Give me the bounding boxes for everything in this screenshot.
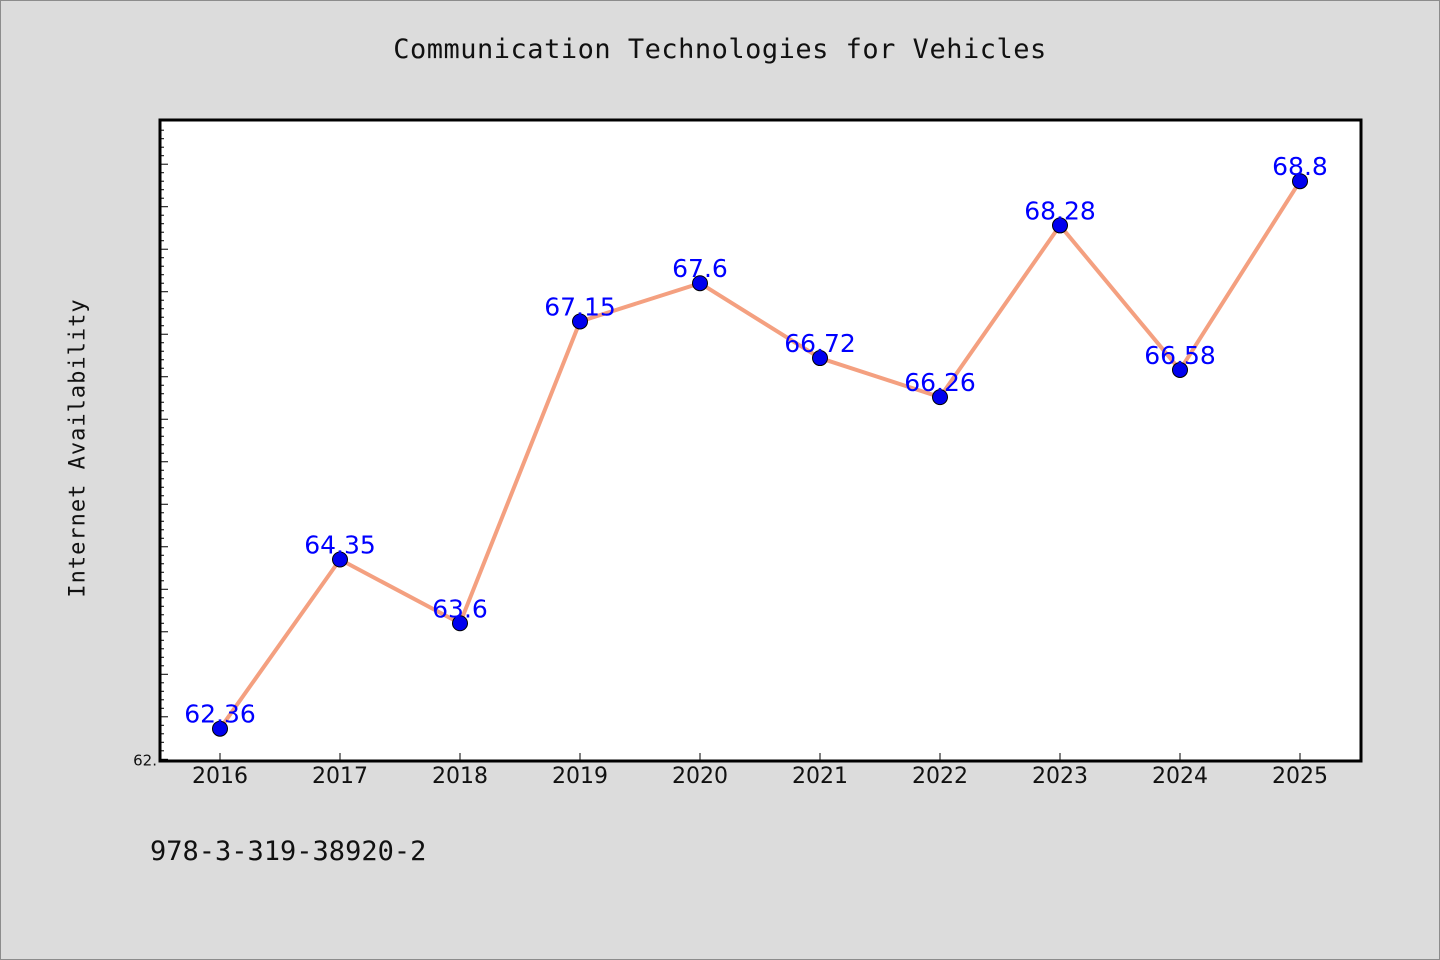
x-tick-label: 2023 xyxy=(1032,764,1088,789)
data-label: 68.8 xyxy=(1272,152,1328,181)
plot-area xyxy=(158,118,1363,763)
data-point xyxy=(212,720,228,737)
y-tick-label: 62. xyxy=(133,751,157,769)
chart-title: Communication Technologies for Vehicles xyxy=(393,34,1047,65)
data-label: 67.6 xyxy=(672,254,728,283)
data-point xyxy=(332,551,348,568)
data-label: 63.6 xyxy=(432,594,488,623)
data-label: 67.15 xyxy=(544,292,616,321)
data-point xyxy=(692,275,708,292)
footnote-isbn: 978-3-319-38920-2 xyxy=(150,836,427,867)
data-point xyxy=(932,389,948,406)
x-tick-label: 2025 xyxy=(1272,764,1328,789)
series-lines xyxy=(218,179,1302,731)
data-label: 66.72 xyxy=(784,329,856,358)
data-point xyxy=(1052,217,1068,234)
series-line xyxy=(218,179,1302,731)
y-axis-ticks: 62. xyxy=(133,129,168,769)
data-labels: 62.36 64.35 63.6 67.15 67.6 66.72 66.26 68.28 66… xyxy=(184,152,1328,728)
x-tick-label: 2016 xyxy=(192,764,248,789)
data-markers xyxy=(212,173,1308,737)
x-tick-label: 2024 xyxy=(1152,764,1208,789)
data-point xyxy=(1172,361,1188,378)
x-tick-label: 2017 xyxy=(312,764,368,789)
x-tick-label: 2020 xyxy=(672,764,728,789)
data-label: 64.35 xyxy=(304,531,376,560)
data-point xyxy=(812,350,828,367)
x-tick-label: 2018 xyxy=(432,764,488,789)
x-tick-label: 2021 xyxy=(792,764,848,789)
data-label: 62.36 xyxy=(184,700,256,729)
x-tick-label: 2019 xyxy=(552,764,608,789)
data-point xyxy=(572,313,588,330)
x-tick-label: 2022 xyxy=(912,764,968,789)
data-point xyxy=(1292,173,1308,190)
data-point xyxy=(452,615,468,632)
x-axis-ticks: 2016 2017 2018 2019 2020 2021 2022 2023 2024 2025 xyxy=(192,753,1328,789)
data-label: 68.28 xyxy=(1024,196,1096,225)
data-label: 66.26 xyxy=(904,368,976,397)
data-label: 66.58 xyxy=(1144,341,1216,370)
